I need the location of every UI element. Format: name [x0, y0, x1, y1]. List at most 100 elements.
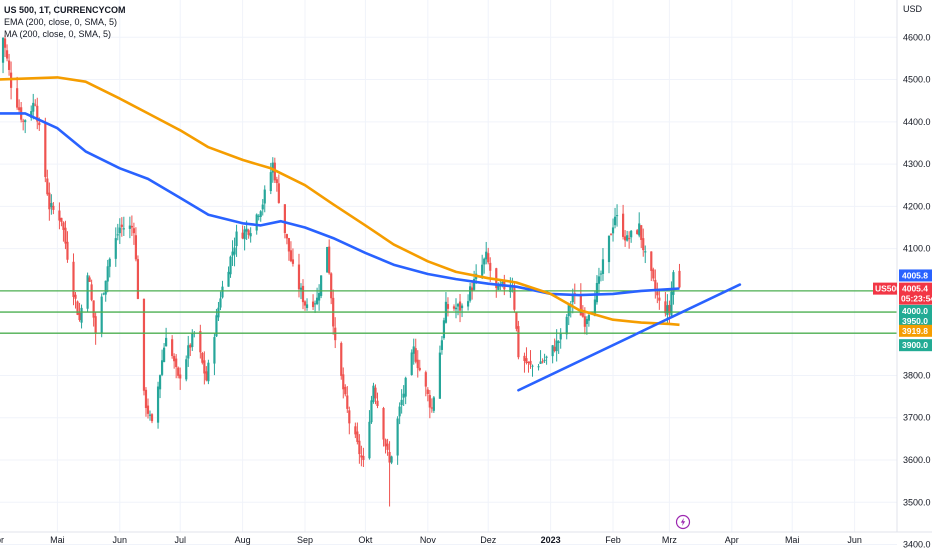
candle-body: [412, 346, 415, 354]
candle-body: [243, 229, 246, 240]
candle-body: [585, 319, 588, 325]
candle-body: [666, 305, 669, 316]
candle-body: [90, 284, 93, 300]
candle-body: [5, 50, 9, 59]
candle-body: [473, 279, 476, 290]
candle-body: [398, 406, 401, 417]
candle-body: [553, 346, 556, 352]
candle-body: [158, 375, 162, 390]
time-tick-label: Sep: [297, 535, 313, 545]
candle-body: [360, 455, 363, 458]
candle-body: [382, 408, 385, 440]
candle-body: [165, 337, 168, 347]
candle-body: [414, 348, 417, 362]
candle-body: [305, 304, 309, 308]
candle-body: [52, 205, 55, 210]
price-tag-label: 3919.8: [902, 326, 928, 336]
price-tag-bg: [899, 315, 932, 328]
candle-body: [471, 287, 474, 292]
price-tick-label: 3600.0: [903, 455, 931, 465]
legend-ma[interactable]: MA (200, close, 0, SMA, 5): [4, 29, 112, 39]
candle-body: [144, 389, 148, 408]
time-tick-label: Mai: [50, 535, 65, 545]
legend-title[interactable]: US 500, 1T, CURRENCYCOM: [4, 5, 126, 15]
candle-body: [624, 236, 627, 241]
candle-body: [481, 264, 484, 276]
candle-body: [630, 230, 633, 238]
overlay-lines: [0, 76, 897, 392]
candle-body: [555, 340, 558, 352]
candle-body: [92, 300, 95, 318]
candle-body: [74, 294, 77, 299]
time-tick-label: Apr: [725, 535, 739, 545]
price-tag-label: 3900.0: [902, 340, 928, 350]
candle-body: [203, 360, 206, 374]
candle-body: [162, 347, 166, 362]
candle-body: [207, 362, 210, 382]
candle-body: [235, 231, 238, 247]
candle-body: [120, 224, 123, 227]
price-tick-label: 3400.0: [903, 540, 931, 550]
candle-body: [106, 266, 109, 282]
candle-body: [277, 183, 280, 203]
candle-body: [545, 356, 548, 358]
candle-body: [219, 298, 222, 308]
candle-body: [515, 311, 518, 329]
candle-body: [638, 223, 641, 236]
candle-body: [358, 440, 361, 455]
candle-body: [487, 253, 490, 263]
candle-body: [372, 385, 375, 402]
candle-body: [430, 407, 433, 409]
candle-body: [177, 367, 180, 376]
candle-body: [456, 304, 460, 307]
candle-body: [66, 241, 69, 260]
time-tick-label: Okt: [358, 535, 373, 545]
candle-body: [245, 228, 248, 232]
candle-body: [400, 399, 403, 406]
candle-body: [654, 279, 657, 291]
candle-body: [559, 332, 562, 340]
candle-body: [650, 251, 653, 271]
candle-body: [402, 393, 405, 398]
candle-body: [86, 275, 89, 309]
candle-body: [146, 405, 150, 414]
candle-body: [275, 179, 278, 184]
time-tick-label: Jun: [847, 535, 862, 545]
candle-body: [613, 216, 617, 226]
candle-body: [509, 286, 512, 293]
candle-body: [22, 120, 25, 122]
candle-body: [34, 104, 37, 106]
candle-body: [537, 366, 540, 368]
lightning-icon[interactable]: [675, 514, 691, 530]
legend-ema[interactable]: EMA (200, close, 0, SMA, 5): [4, 17, 118, 27]
candle-body: [483, 258, 486, 265]
price-axis-bg[interactable]: [897, 0, 932, 532]
candle-body: [289, 250, 293, 262]
price-tag-label: 4000.0: [902, 306, 928, 316]
candle-body: [227, 271, 230, 287]
candle-body: [334, 327, 337, 341]
candle-body: [94, 316, 97, 334]
candle-body: [62, 222, 65, 230]
candle-body: [658, 297, 661, 301]
candle-body: [593, 299, 597, 317]
candle-body: [205, 371, 208, 381]
candle-body: [88, 277, 91, 282]
candle-body: [428, 395, 431, 408]
candle-body: [269, 172, 272, 192]
candle-body: [122, 228, 125, 230]
last-price-tag-bg: [899, 282, 932, 305]
time-axis-ticks: Apr Mai Jun Jul Aug Sep Okt Nov Dez 2023 Feb Mrz Apr…: [0, 535, 862, 545]
candle-body: [231, 251, 234, 256]
candle-body: [489, 262, 492, 271]
candle-body: [581, 312, 584, 317]
candle-body: [102, 293, 105, 295]
candle-body: [454, 307, 458, 310]
price-tick-label: 4100.0: [903, 244, 931, 254]
candle-body: [611, 227, 615, 234]
candle-body: [595, 282, 599, 303]
price-tag-label: 4005.8: [902, 270, 928, 280]
candle-body: [229, 256, 232, 275]
candle-body: [3, 38, 7, 48]
